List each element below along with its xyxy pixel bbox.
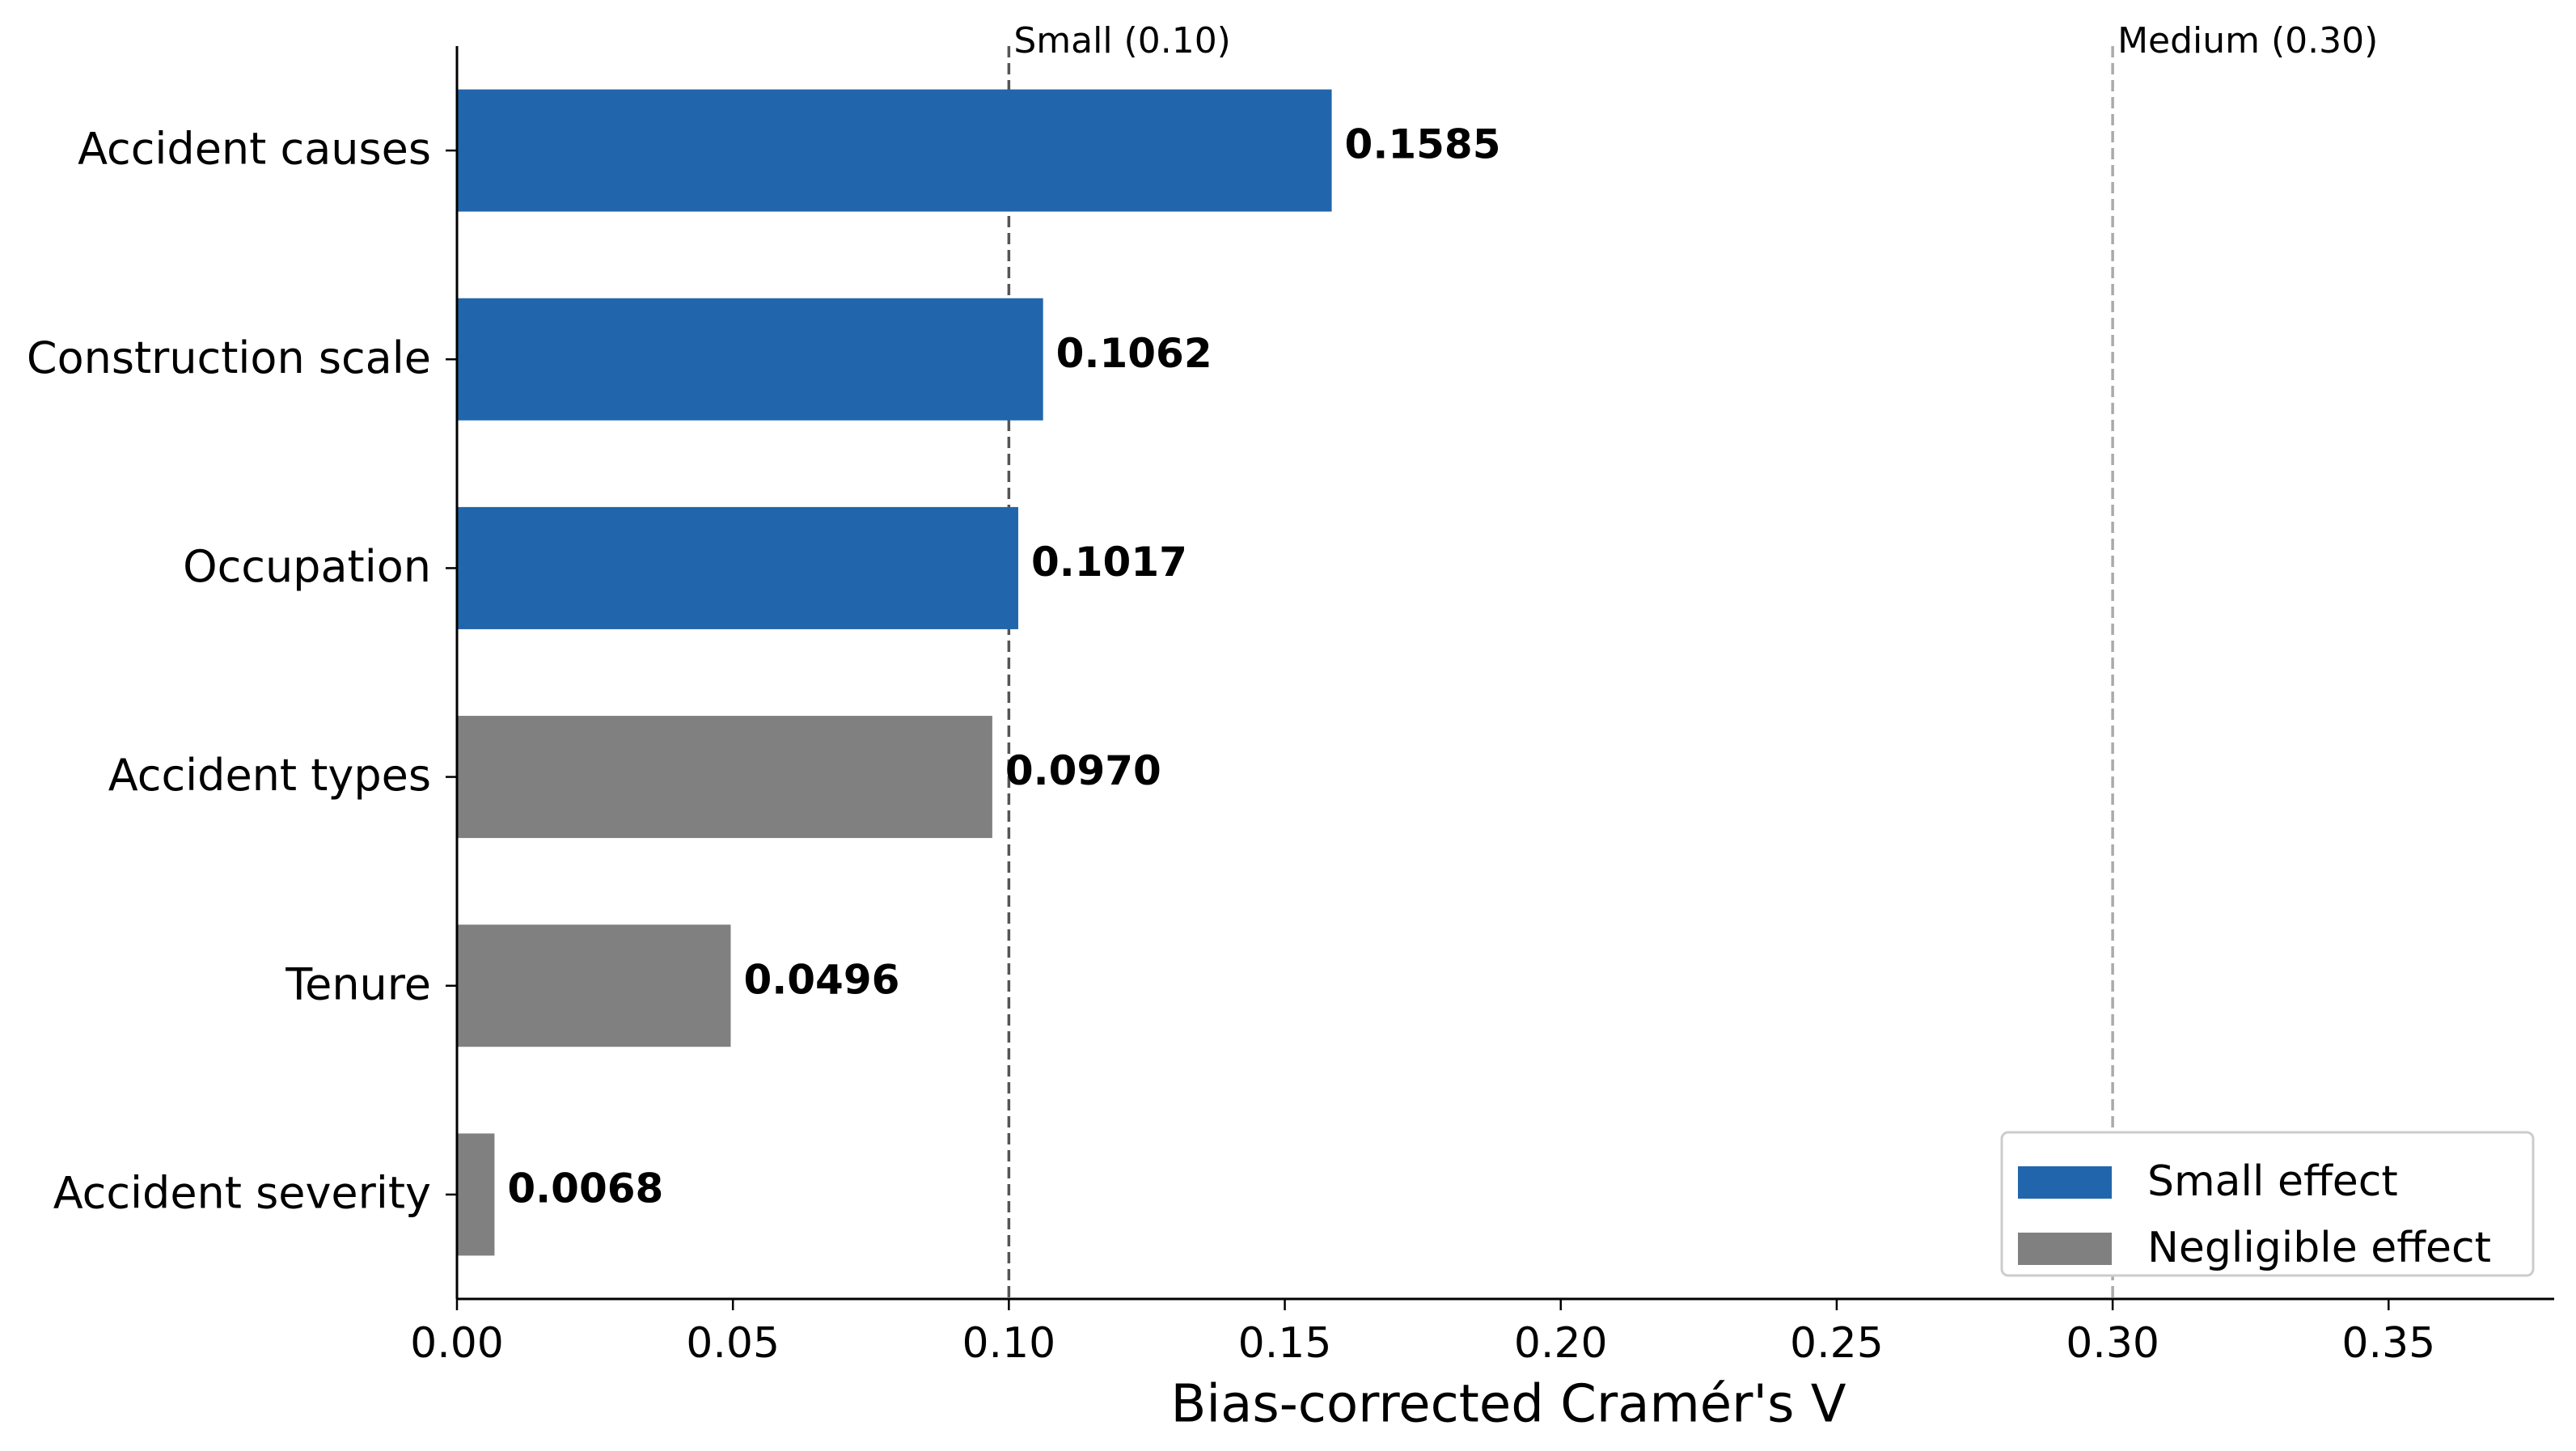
legend-label: Negligible effect xyxy=(2147,1224,2491,1272)
y-tick-label: Accident severity xyxy=(53,1168,431,1219)
legend-swatch xyxy=(2018,1233,2112,1265)
legend-swatch xyxy=(2018,1166,2112,1199)
x-tick-label: 0.25 xyxy=(1790,1319,1884,1368)
y-tick-label: Occupation xyxy=(183,541,431,592)
bar xyxy=(457,89,1332,212)
x-tick-label: 0.35 xyxy=(2341,1319,2435,1368)
y-tick-label: Accident causes xyxy=(78,124,431,175)
legend-label: Small effect xyxy=(2147,1157,2398,1206)
value-label: 0.0068 xyxy=(507,1165,663,1212)
reference-label: Medium (0.30) xyxy=(2117,20,2378,61)
x-tick-label: 0.30 xyxy=(2066,1319,2159,1368)
x-tick-label: 0.05 xyxy=(686,1319,780,1368)
value-label: 0.0496 xyxy=(743,956,899,1003)
value-label: 0.1585 xyxy=(1345,121,1501,168)
value-label: 0.1062 xyxy=(1056,330,1212,377)
bar xyxy=(457,1133,495,1256)
bar xyxy=(457,298,1043,421)
bar xyxy=(457,716,992,839)
x-axis-label: Bias-corrected Cramér's V xyxy=(1170,1375,1846,1435)
x-tick-label: 0.10 xyxy=(962,1319,1055,1368)
x-tick-label: 0.00 xyxy=(410,1319,504,1368)
x-tick-label: 0.15 xyxy=(1238,1319,1332,1368)
value-label: 0.0970 xyxy=(1005,747,1161,794)
legend-box xyxy=(2000,1131,2535,1277)
x-tick-label: 0.20 xyxy=(1514,1319,1608,1368)
bar xyxy=(457,924,731,1047)
y-tick-label: Construction scale xyxy=(27,332,431,383)
y-tick-label: Accident types xyxy=(108,750,431,801)
bar xyxy=(457,506,1018,629)
value-label: 0.1017 xyxy=(1031,539,1187,586)
y-tick-label: Tenure xyxy=(285,958,431,1009)
reference-label: Small (0.10) xyxy=(1013,20,1231,61)
